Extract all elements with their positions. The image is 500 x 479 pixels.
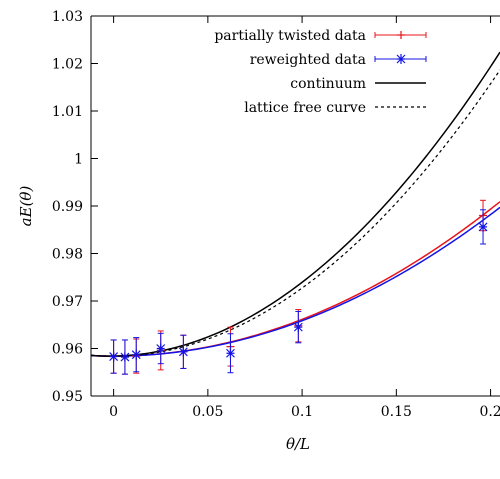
reweighted-data-point — [131, 349, 141, 360]
legend-marker-partially-twisted-data — [397, 31, 405, 39]
y-tick-label: 0.98 — [52, 247, 83, 263]
plot-axes — [90, 15, 500, 397]
y-tick-label: 1 — [74, 152, 83, 168]
legend-label: reweighted data — [250, 52, 366, 68]
legend-label: partially twisted data — [214, 28, 366, 44]
x-axis-title: θ/L — [286, 435, 310, 453]
x-axis-ticks: 0 0.05 0.1 0.15 0.2 — [109, 16, 500, 420]
legend-label: lattice free curve — [244, 100, 366, 116]
reweighted-data-point — [226, 348, 235, 359]
y-axis-ticks: 0.95 0.96 0.97 0.98 0.99 1 1.01 1.02 1.03 — [52, 9, 98, 405]
y-tick-label: 1.03 — [52, 9, 83, 25]
y-tick-label: 1.01 — [52, 104, 83, 120]
y-tick-label: 0.97 — [52, 294, 83, 310]
y-tick-label: 0.95 — [52, 389, 83, 405]
x-tick-label: 0 — [109, 404, 118, 420]
y-axis-title: aE(θ) — [17, 186, 35, 227]
legend-label: continuum — [290, 76, 366, 92]
legend: partially twisted data reweighted data con… — [214, 28, 427, 116]
y-tick-label: 0.96 — [52, 342, 83, 358]
x-tick-label: 0.15 — [381, 404, 412, 420]
reweighted-data-point — [109, 351, 119, 362]
fit-curve — [91, 201, 500, 357]
lattice-free-curve-curve — [91, 69, 500, 357]
fit-curve — [91, 206, 500, 357]
reweighted-data-point — [478, 221, 488, 232]
x-tick-label: 0.1 — [291, 404, 313, 420]
data-points — [109, 199, 488, 375]
x-tick-label: 0.05 — [192, 404, 223, 420]
x-tick-label: 0.2 — [479, 404, 500, 420]
reweighted-data-point — [293, 322, 303, 333]
y-tick-label: 0.99 — [52, 199, 83, 215]
reweighted-data-point — [120, 352, 130, 363]
curves — [91, 51, 500, 357]
reweighted-data-point — [156, 343, 166, 354]
y-tick-label: 1.02 — [52, 57, 83, 73]
legend-marker-reweighted-data — [396, 54, 406, 64]
continuum-curve — [91, 51, 500, 357]
reweighted-data-point — [178, 346, 188, 357]
